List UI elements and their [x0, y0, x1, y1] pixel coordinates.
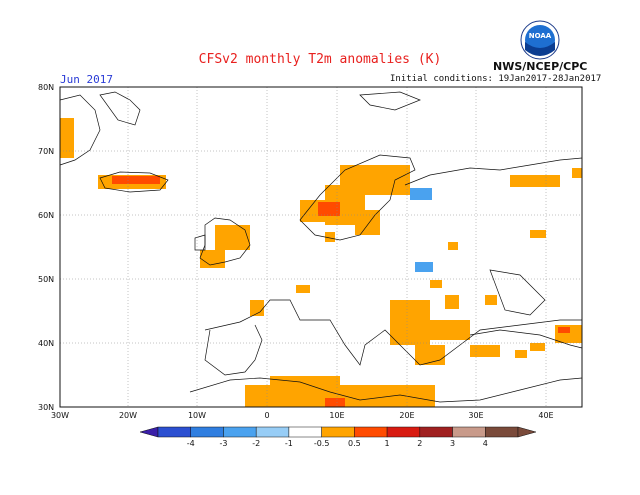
colorbar-label: -2 [252, 439, 260, 448]
colorbar-left-arrow [139, 426, 159, 438]
lat-label-30n: 30N [38, 403, 54, 412]
agency-label: NWS/NCEP/CPC [493, 60, 588, 73]
lat-label-40n: 40N [38, 339, 54, 348]
coastlines [59, 91, 583, 403]
colorbar-box [321, 426, 355, 438]
colorbar-label: -1 [285, 439, 293, 448]
colorbar-label: 1 [385, 439, 390, 448]
lon-label-10e: 10E [329, 411, 344, 420]
forecast-month: Jun 2017 [60, 73, 113, 86]
lat-label-80n: 80N [38, 83, 54, 92]
colorbar-label: -3 [219, 439, 227, 448]
lat-label-60n: 60N [38, 211, 54, 220]
colorbar-label: -0.5 [314, 439, 330, 448]
latitude-labels: 30N 40N 50N 60N 70N 80N [38, 83, 54, 412]
map-area [60, 87, 582, 407]
lon-label-20w: 20W [119, 411, 137, 420]
colorbar-box [354, 426, 388, 438]
colorbar-label: 3 [450, 439, 455, 448]
anomaly-cells [60, 118, 582, 407]
colorbar-label: -4 [187, 439, 195, 448]
colorbar-label: 4 [483, 439, 488, 448]
noaa-logo: NOAA [520, 20, 560, 60]
lon-label-0: 0 [264, 411, 269, 420]
noaa-logo-text: NOAA [529, 32, 552, 40]
colorbar-box [485, 426, 519, 438]
graticule [60, 87, 582, 407]
lon-label-40e: 40E [538, 411, 553, 420]
lon-label-20e: 20E [399, 411, 414, 420]
colorbar-label: 0.5 [348, 439, 361, 448]
lat-label-50n: 50N [38, 275, 54, 284]
colorbar-right-arrow [517, 426, 537, 438]
colorbar-box [255, 426, 290, 438]
colorbar-box [386, 426, 421, 438]
map-title: CFSv2 monthly T2m anomalies (K) [198, 52, 442, 67]
colorbar-labels: -4 -3 -2 -1 -0.5 0.5 1 2 3 4 [187, 439, 488, 448]
map-frame [59, 86, 583, 408]
colorbar-box [452, 426, 486, 438]
initial-conditions: Initial conditions: 19Jan2017-28Jan2017 [390, 74, 602, 84]
colorbar-box [419, 426, 453, 438]
colorbar-label: 2 [417, 439, 422, 448]
colorbar: -4 -3 -2 -1 -0.5 0.5 1 2 3 4 [139, 426, 537, 448]
longitude-labels: 30W 20W 10W 0 10E 20E 30E 40E [51, 411, 554, 420]
lat-label-70n: 70N [38, 147, 54, 156]
colorbar-boxes [157, 426, 519, 438]
colorbar-box [288, 426, 322, 438]
lon-label-10w: 10W [188, 411, 206, 420]
colorbar-box [157, 426, 191, 438]
colorbar-box [223, 426, 257, 438]
lon-label-30w: 30W [51, 411, 69, 420]
lon-label-30e: 30E [468, 411, 483, 420]
colorbar-box [190, 426, 224, 438]
